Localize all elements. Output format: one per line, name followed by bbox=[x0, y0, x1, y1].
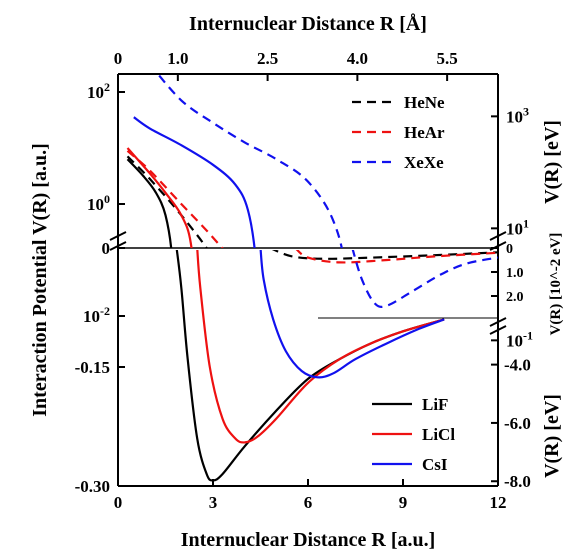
left-lower-tick-label: -0.15 bbox=[75, 358, 110, 377]
right-upper-tick-label: 101 bbox=[506, 216, 529, 238]
right-mid-axis-title: V(R) [10^-2 eV] bbox=[548, 233, 564, 336]
right-upper-tick-label: 103 bbox=[506, 104, 529, 126]
series-hene-well bbox=[271, 250, 498, 260]
legend-label-hene: HeNe bbox=[404, 93, 445, 112]
series-hene-repulsive bbox=[126, 155, 208, 248]
legend-label-hear: HeAr bbox=[404, 123, 445, 142]
series-lif-repulsive bbox=[126, 158, 173, 248]
legend-label-xexe: XeXe bbox=[404, 153, 444, 172]
series-csi-repulsive bbox=[133, 116, 256, 248]
right-lower-axis-title: V(R) [eV] bbox=[541, 394, 563, 478]
bottom-x-tick-label: 12 bbox=[490, 493, 507, 512]
top-x-tick-label: 4.0 bbox=[347, 49, 368, 68]
right-lower-tick-label: -8.0 bbox=[504, 472, 531, 491]
left-upper-tick-label: 100 bbox=[87, 192, 110, 214]
legend-label-csi: CsI bbox=[422, 455, 448, 474]
legend-label-lif: LiF bbox=[422, 395, 448, 414]
series-hear-repulsive bbox=[126, 149, 224, 248]
bottom-axis-title: Internuclear Distance R [a.u.] bbox=[181, 529, 436, 551]
right-lower-tick-label: -4.0 bbox=[504, 356, 531, 375]
series-xexe-well bbox=[351, 250, 498, 308]
top-x-tick-label: 5.5 bbox=[437, 49, 458, 68]
top-axis-title: Internuclear Distance R [Å] bbox=[189, 12, 427, 35]
right-mid-tick-label: 2.0 bbox=[506, 290, 524, 305]
series-lif-well bbox=[175, 250, 445, 482]
top-x-tick-label: 2.5 bbox=[257, 49, 278, 68]
left-upper-tick-label: 102 bbox=[87, 80, 110, 102]
left-axis-title: Interaction Potential V(R) [a.u.] bbox=[29, 143, 51, 416]
top-x-tick-label: 0 bbox=[114, 49, 123, 68]
left-lower-tick-label: -0.30 bbox=[75, 477, 110, 496]
axis-break-left bbox=[109, 231, 127, 251]
right-upper-tick-label: 10-1 bbox=[506, 328, 533, 350]
top-x-tick-label: 1.0 bbox=[167, 49, 188, 68]
bottom-x-tick-label: 0 bbox=[114, 493, 123, 512]
bottom-x-tick-label: 3 bbox=[209, 493, 218, 512]
left-lower-tick-label: 0 bbox=[102, 239, 111, 258]
right-mid-tick-label: 0 bbox=[506, 242, 513, 257]
series-csi-well bbox=[259, 250, 445, 379]
legend-label-licl: LiCl bbox=[422, 425, 455, 444]
series-licl-well bbox=[196, 250, 445, 444]
right-lower-tick-label: -6.0 bbox=[504, 414, 531, 433]
right-mid-tick-label: 1.0 bbox=[506, 266, 524, 281]
series-xexe-repulsive bbox=[156, 74, 343, 248]
bottom-x-tick-label: 6 bbox=[304, 493, 313, 512]
series-hear-well bbox=[295, 250, 498, 264]
bottom-x-tick-label: 9 bbox=[399, 493, 408, 512]
series-licl-repulsive bbox=[126, 147, 193, 248]
right-upper-axis-title: V(R) [eV] bbox=[541, 120, 563, 204]
left-upper-tick-label: 10-2 bbox=[83, 304, 110, 326]
